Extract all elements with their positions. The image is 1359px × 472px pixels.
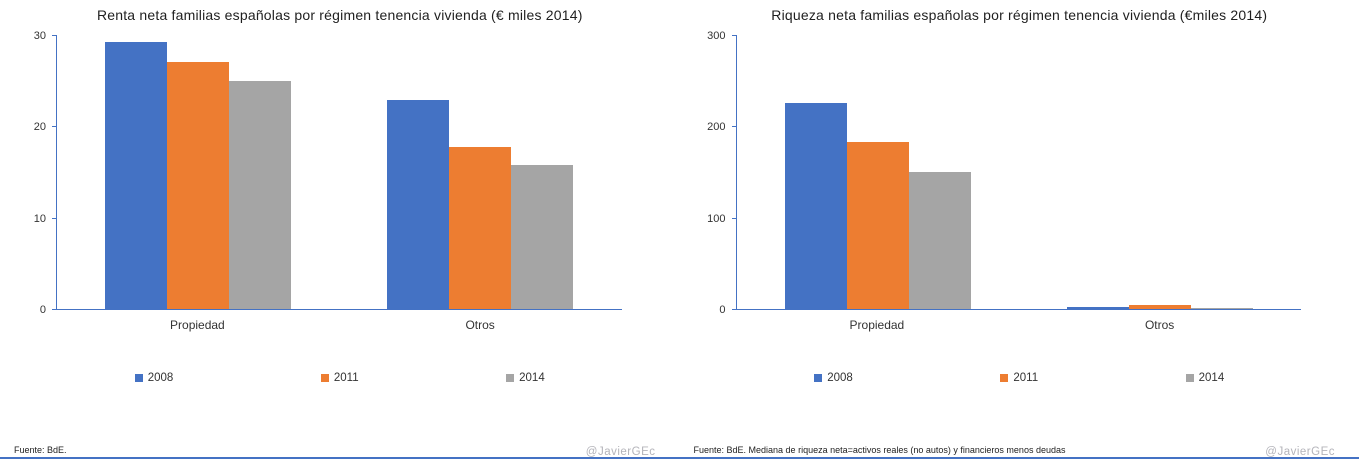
bar-2011-otros — [1128, 305, 1191, 309]
bar-2014-propiedad — [229, 80, 292, 309]
legend-swatch — [320, 374, 329, 382]
y-tick-mark — [52, 217, 57, 219]
legend: 2008 2011 2014 — [814, 372, 1224, 384]
legend-label: 2014 — [519, 372, 545, 384]
legend-item-2008: 2008 — [814, 372, 853, 384]
source-note: Fuente: BdE. Mediana de riqueza neta=act… — [693, 445, 1066, 455]
x-labels: Propiedad Otros — [56, 318, 622, 332]
x-labels: Propiedad Otros — [736, 318, 1302, 332]
legend-label: 2008 — [827, 372, 853, 384]
bar-group — [784, 102, 971, 309]
bar-2011-propiedad — [846, 141, 909, 309]
plot-area — [56, 36, 622, 310]
y-tick-mark — [731, 35, 737, 36]
bar-2014-otros — [1190, 307, 1253, 309]
y-tick-label: 300 — [707, 30, 726, 42]
watermark: @JavierGEc — [1265, 446, 1335, 458]
y-tick-mark — [731, 217, 737, 219]
plot-wrap: 0 10 20 30 — [34, 30, 622, 316]
y-tick-label: 10 — [33, 212, 46, 225]
x-category-label: Propiedad — [170, 318, 225, 332]
chart-title: Riqueza neta familias españolas por régi… — [771, 7, 1268, 23]
y-tick-label: 20 — [33, 121, 46, 134]
bar-group — [1066, 305, 1253, 309]
bar-2008-otros — [1066, 307, 1129, 309]
x-category-label: Otros — [465, 318, 495, 332]
bar-2014-otros — [511, 164, 574, 309]
bar-group — [105, 42, 292, 309]
x-category-label: Otros — [1144, 318, 1175, 332]
legend-label: 2014 — [1198, 372, 1225, 384]
y-tick-label: 100 — [707, 212, 726, 225]
bar-group — [387, 99, 574, 309]
y-tick-label: 200 — [707, 121, 726, 134]
bottom-rule — [0, 457, 1359, 459]
legend-label: 2011 — [333, 372, 359, 384]
legend-item-2011: 2011 — [1000, 372, 1038, 384]
legend-swatch — [814, 374, 823, 382]
legend-label: 2008 — [147, 372, 174, 384]
legend-swatch — [1185, 374, 1194, 382]
bar-2011-otros — [449, 147, 512, 309]
legend-item-2011: 2011 — [320, 372, 359, 384]
bar-2008-otros — [387, 99, 450, 309]
y-tick-mark — [731, 126, 737, 128]
y-tick-mark — [731, 309, 737, 310]
y-tick-mark — [52, 126, 57, 128]
riqueza-neta-chart-panel: Riqueza neta familias españolas por régi… — [680, 0, 1359, 472]
bar-2014-propiedad — [908, 172, 971, 309]
bar-2008-propiedad — [105, 42, 168, 309]
legend-swatch — [134, 374, 143, 382]
source-note: Fuente: BdE. — [14, 445, 67, 455]
plot-area — [735, 36, 1301, 310]
y-tick-label: 0 — [719, 304, 726, 316]
legend-item-2008: 2008 — [134, 372, 174, 384]
y-tick-label: 30 — [33, 30, 46, 42]
y-tick-mark — [52, 35, 57, 36]
legend-item-2014: 2014 — [1185, 372, 1225, 384]
bar-2011-propiedad — [167, 62, 230, 309]
y-tick-mark — [52, 309, 57, 310]
bar-2008-propiedad — [784, 102, 847, 309]
chart-title: Renta neta familias españolas por régime… — [96, 7, 583, 23]
y-tick-label: 0 — [39, 304, 46, 316]
renta-neta-chart-panel: Renta neta familias españolas por régime… — [14, 7, 656, 458]
x-category-label: Propiedad — [849, 318, 905, 332]
plot-wrap: 0 100 200 300 — [707, 30, 1301, 316]
legend-swatch — [1000, 374, 1009, 382]
legend-item-2014: 2014 — [506, 372, 545, 384]
watermark: @JavierGEc — [585, 446, 656, 458]
legend-label: 2011 — [1013, 372, 1039, 384]
legend: 2008 2011 2014 — [134, 372, 545, 384]
legend-swatch — [506, 374, 515, 382]
